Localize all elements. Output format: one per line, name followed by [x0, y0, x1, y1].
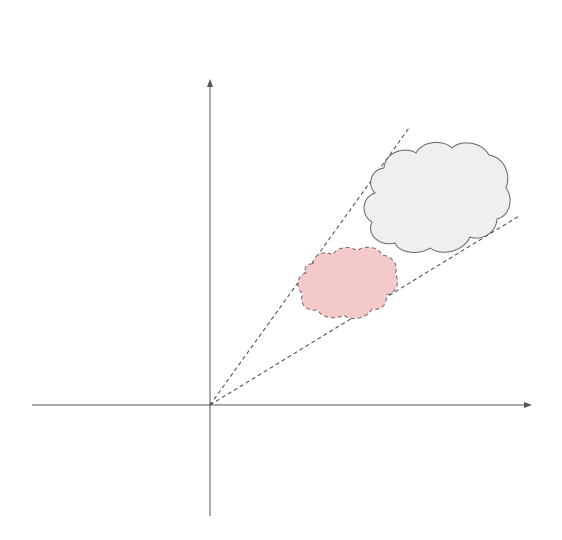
- small-cloud: [297, 246, 399, 320]
- y-axis-arrowhead-icon: [207, 79, 213, 87]
- axes: [32, 79, 532, 516]
- x-axis-arrowhead-icon: [524, 402, 532, 408]
- large-cloud: [363, 141, 511, 253]
- lower-guide-line: [209, 215, 520, 406]
